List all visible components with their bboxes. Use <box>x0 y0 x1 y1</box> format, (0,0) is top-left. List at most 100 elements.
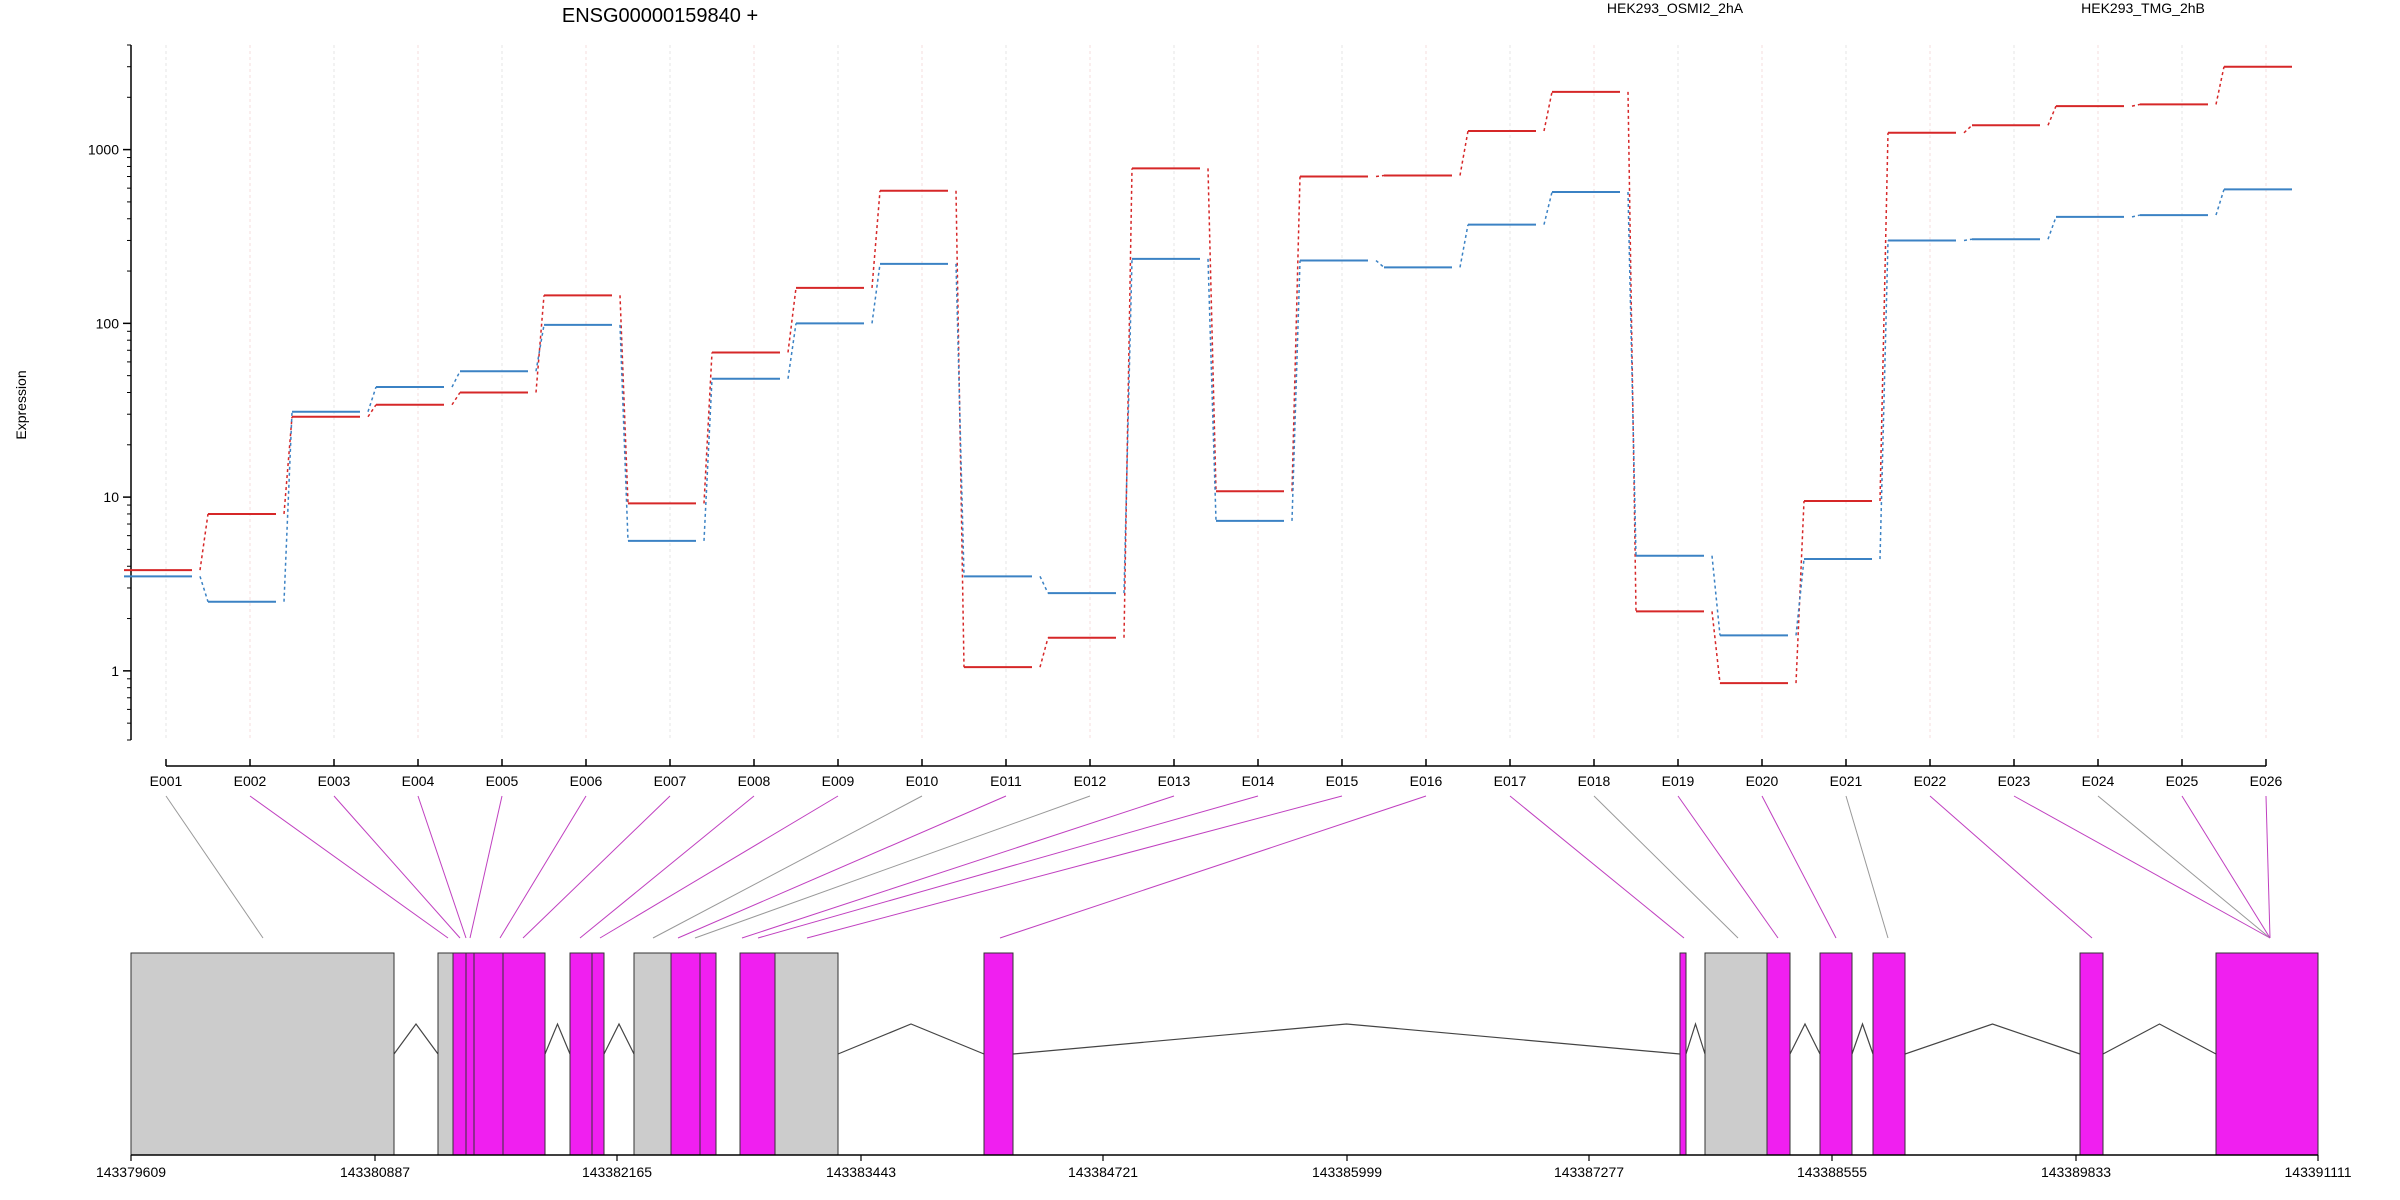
data-transition <box>1627 192 1637 556</box>
data-transition <box>2047 216 2057 240</box>
x-tick-label: E002 <box>234 773 267 789</box>
data-transition <box>1459 224 1469 268</box>
x-tick-label: E012 <box>1074 773 1107 789</box>
x-tick-label: E017 <box>1494 773 1527 789</box>
data-transition <box>1711 555 1721 636</box>
exon-connector <box>999 795 1427 939</box>
data-transition <box>703 378 713 541</box>
intron-line <box>2102 1023 2217 1055</box>
data-transition <box>1879 132 1889 501</box>
data-transition <box>283 416 293 515</box>
exon-connector <box>741 795 1175 939</box>
genomic-coordinate-label: 143383443 <box>826 1164 896 1180</box>
exon-box <box>502 952 546 1156</box>
intron-line <box>1904 1023 2081 1055</box>
data-transition <box>451 370 461 388</box>
exon-connector <box>522 795 671 939</box>
genomic-coordinate-label: 143382165 <box>582 1164 652 1180</box>
data-transition <box>1795 558 1805 636</box>
x-tick-label: E009 <box>822 773 855 789</box>
data-transition <box>2131 103 2141 107</box>
exon-box <box>1872 952 1906 1156</box>
x-tick-label: E007 <box>654 773 687 789</box>
genomic-coordinate-label: 143387277 <box>1554 1164 1624 1180</box>
exon-connector <box>1761 795 1837 939</box>
exon-connector <box>757 795 1259 939</box>
exon-box <box>699 952 717 1156</box>
x-tick-label: E025 <box>2166 773 2199 789</box>
intron-line <box>1012 1023 1681 1055</box>
x-tick-label: E008 <box>738 773 771 789</box>
x-tick-label: E011 <box>990 773 1022 789</box>
data-transition <box>1711 611 1721 684</box>
exon-connector <box>677 795 1007 939</box>
data-transition <box>2131 214 2141 218</box>
data-transition <box>1963 238 1973 242</box>
x-tick-label: E013 <box>1158 773 1191 789</box>
x-tick-label: E006 <box>570 773 603 789</box>
data-transition <box>2215 189 2225 216</box>
exon-box <box>130 952 395 1156</box>
genomic-coordinate-label: 143385999 <box>1312 1164 1382 1180</box>
exon-box <box>465 952 475 1156</box>
exon-connector <box>599 795 839 939</box>
data-transition <box>871 190 881 288</box>
chart-title: ENSG00000159840 + <box>562 5 758 27</box>
data-transition <box>1039 576 1049 594</box>
exon-connector <box>1509 795 1685 939</box>
x-tick-label: E021 <box>1830 773 1863 789</box>
exon-connector <box>1845 795 1889 939</box>
exon-connector <box>417 795 467 939</box>
x-tick-label: E026 <box>2250 773 2283 789</box>
data-transition <box>1039 637 1049 668</box>
data-transition <box>451 392 461 406</box>
exon-connector <box>2097 795 2271 939</box>
intron-line <box>837 1023 985 1055</box>
data-transition <box>787 323 797 379</box>
data-transition <box>535 324 545 372</box>
y-tick-label: 100 <box>96 315 120 331</box>
x-tick-label: E015 <box>1326 773 1359 789</box>
intron-line <box>603 1022 635 1055</box>
intron-line <box>393 1022 439 1055</box>
x-tick-label: E018 <box>1578 773 1611 789</box>
data-transition <box>1291 176 1301 492</box>
exon-connector <box>249 795 449 939</box>
exon-box <box>473 952 504 1156</box>
x-tick-label: E024 <box>2082 773 2115 789</box>
data-transition <box>535 295 545 393</box>
intron-line <box>1685 1022 1706 1055</box>
x-tick-label: E016 <box>1410 773 1443 789</box>
data-transition <box>2047 105 2057 126</box>
y-tick-label: 10 <box>103 489 119 505</box>
exon-box <box>452 952 467 1156</box>
axes: 1 10 100 1000 E001 E002 E003 E004 E005 E006 E007 E0… <box>88 44 2283 789</box>
genomic-coordinate-label: 143384721 <box>1068 1164 1138 1180</box>
data-transition <box>1123 168 1133 638</box>
exon-box <box>1819 952 1853 1156</box>
x-tick-label: E020 <box>1746 773 1779 789</box>
data-transition <box>703 352 713 504</box>
data-transition <box>367 386 377 412</box>
data-transition <box>1207 168 1217 492</box>
grid-lines <box>165 45 2267 740</box>
data-transition <box>283 411 293 602</box>
data-transition <box>1207 258 1217 521</box>
exon-box <box>2079 952 2104 1156</box>
exon-connector <box>499 795 587 939</box>
exon-box <box>591 952 605 1156</box>
exon-box <box>1704 952 1768 1156</box>
x-tick-label: E010 <box>906 773 939 789</box>
y-tick-label: 1 <box>111 663 119 679</box>
data-transition <box>1375 174 1385 178</box>
exon-connector <box>2265 795 2271 939</box>
data-transition <box>619 324 629 541</box>
data-transition <box>787 287 797 353</box>
data-transition <box>199 576 209 602</box>
exon-box <box>569 952 593 1156</box>
x-tick-label: E005 <box>486 773 519 789</box>
x-tick-label: E014 <box>1242 773 1275 789</box>
exon-box <box>633 952 672 1156</box>
exon-box <box>437 952 454 1156</box>
exon-connector <box>165 795 264 939</box>
